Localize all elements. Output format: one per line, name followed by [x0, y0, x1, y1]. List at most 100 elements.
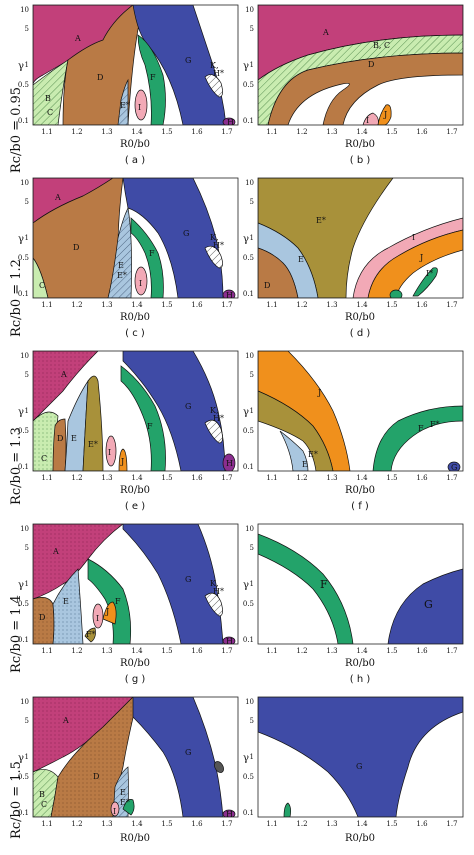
x-tick: 1.6	[416, 301, 428, 309]
x-tick: 1.2	[71, 474, 82, 482]
label-G: G	[185, 402, 191, 411]
region-K	[204, 419, 223, 444]
label-Istar: I*	[426, 269, 433, 278]
y-tick: 10	[20, 352, 29, 360]
panel-d-frame	[257, 177, 464, 299]
y-tick: 1	[250, 234, 254, 242]
region-Estar	[258, 390, 334, 471]
label-F: F	[149, 249, 155, 258]
y-tick: 5	[25, 198, 29, 206]
x-tick: 1.3	[101, 301, 112, 309]
region-F	[130, 217, 164, 298]
label-Estar: E*	[120, 101, 130, 110]
y-tick: 0.1	[243, 809, 254, 817]
x-tick: 1.3	[101, 647, 112, 655]
label-I: I	[139, 279, 142, 288]
region-I	[105, 435, 117, 467]
x-tick: 1.7	[221, 820, 232, 828]
x-axis-label: R0/b0	[120, 658, 150, 669]
x-tick: 1.2	[296, 301, 307, 309]
label-B: B	[45, 94, 51, 103]
x-tick: 1.6	[416, 647, 428, 655]
x-tick: 1.1	[266, 647, 277, 655]
y-tick: 0.5	[18, 773, 29, 781]
region-G	[122, 351, 226, 471]
label-D: D	[39, 613, 45, 622]
label-I: I	[366, 116, 369, 125]
panel-i-frame	[32, 696, 239, 818]
y-tick: 10	[245, 352, 254, 360]
x-tick: 1.1	[266, 128, 277, 136]
label-A: A	[74, 34, 81, 43]
label-D: D	[73, 243, 79, 252]
label-I: I	[412, 233, 415, 242]
region-I	[92, 603, 104, 629]
label-C: C	[47, 108, 53, 117]
region-Estar	[117, 78, 129, 125]
y-axis-label: γ	[18, 580, 24, 591]
label-D: D	[264, 281, 270, 290]
y-tick: 0.1	[243, 290, 254, 298]
label-I: I	[96, 614, 99, 623]
y-tick: 1	[250, 580, 254, 588]
label-Fstar: F*	[430, 420, 440, 429]
y-tick: 5	[250, 717, 254, 725]
y-tick: 0.1	[243, 117, 254, 125]
label-D: D	[93, 772, 99, 781]
x-tick: 1.7	[446, 820, 457, 828]
label-G: G	[185, 575, 191, 584]
y-tick: 1	[25, 61, 29, 69]
x-tick: 1.6	[416, 820, 428, 828]
subfigure-label: ( h )	[350, 674, 371, 685]
region-F	[137, 34, 166, 125]
region-A	[33, 351, 99, 422]
subfigure-label: ( e )	[125, 501, 145, 512]
label-D: D	[57, 434, 63, 443]
y-tick: 10	[245, 698, 254, 706]
y-axis-label: γ	[18, 407, 24, 418]
x-axis-label: R0/b0	[345, 658, 375, 669]
label-G: G	[183, 229, 189, 238]
x-tick: 1.1	[41, 647, 52, 655]
y-tick: 0.5	[243, 600, 254, 608]
label-J: J	[419, 253, 423, 262]
region-E	[52, 568, 84, 644]
y-tick: 0.5	[18, 427, 29, 435]
subfigure-label: ( g )	[125, 674, 146, 685]
y-tick: 5	[250, 371, 254, 379]
label-I: I	[108, 448, 111, 457]
region-J	[377, 104, 392, 125]
label-I: I	[138, 103, 141, 112]
label-F: F	[320, 578, 328, 591]
label-Fstar: F*	[86, 630, 96, 639]
x-tick: 1.5	[161, 647, 172, 655]
y-tick: 0.1	[18, 463, 29, 471]
x-tick: 1.4	[356, 301, 368, 309]
panel-a-frame	[32, 4, 239, 126]
region-G	[122, 524, 224, 644]
x-tick: 1.5	[386, 820, 397, 828]
y-tick: 0.1	[18, 809, 29, 817]
x-tick: 1.6	[191, 820, 203, 828]
y-tick: 0.1	[243, 636, 254, 644]
y-tick: 0.5	[243, 427, 254, 435]
subfigure-label: ( b )	[350, 155, 371, 166]
x-tick: 1.4	[131, 474, 143, 482]
label-Hstar: H*	[213, 414, 224, 423]
region-F	[372, 405, 463, 471]
label-E: E	[298, 255, 304, 264]
y-axis-label: γ	[18, 234, 24, 245]
y-tick: 0.1	[18, 290, 29, 298]
x-tick: 1.1	[266, 820, 277, 828]
label-H: H	[226, 291, 233, 300]
region-D	[52, 418, 67, 471]
panel-g-frame	[32, 523, 239, 645]
y-tick: 1	[25, 580, 29, 588]
region-K	[204, 74, 223, 98]
x-tick: 1.7	[221, 128, 232, 136]
panel-a: A D B C G F I E* K, H* H 0.1 0.5 1 5 10 …	[18, 4, 239, 166]
label-G: G	[451, 463, 457, 472]
y-axis-label: γ	[243, 753, 249, 764]
x-tick: 1.1	[266, 474, 277, 482]
